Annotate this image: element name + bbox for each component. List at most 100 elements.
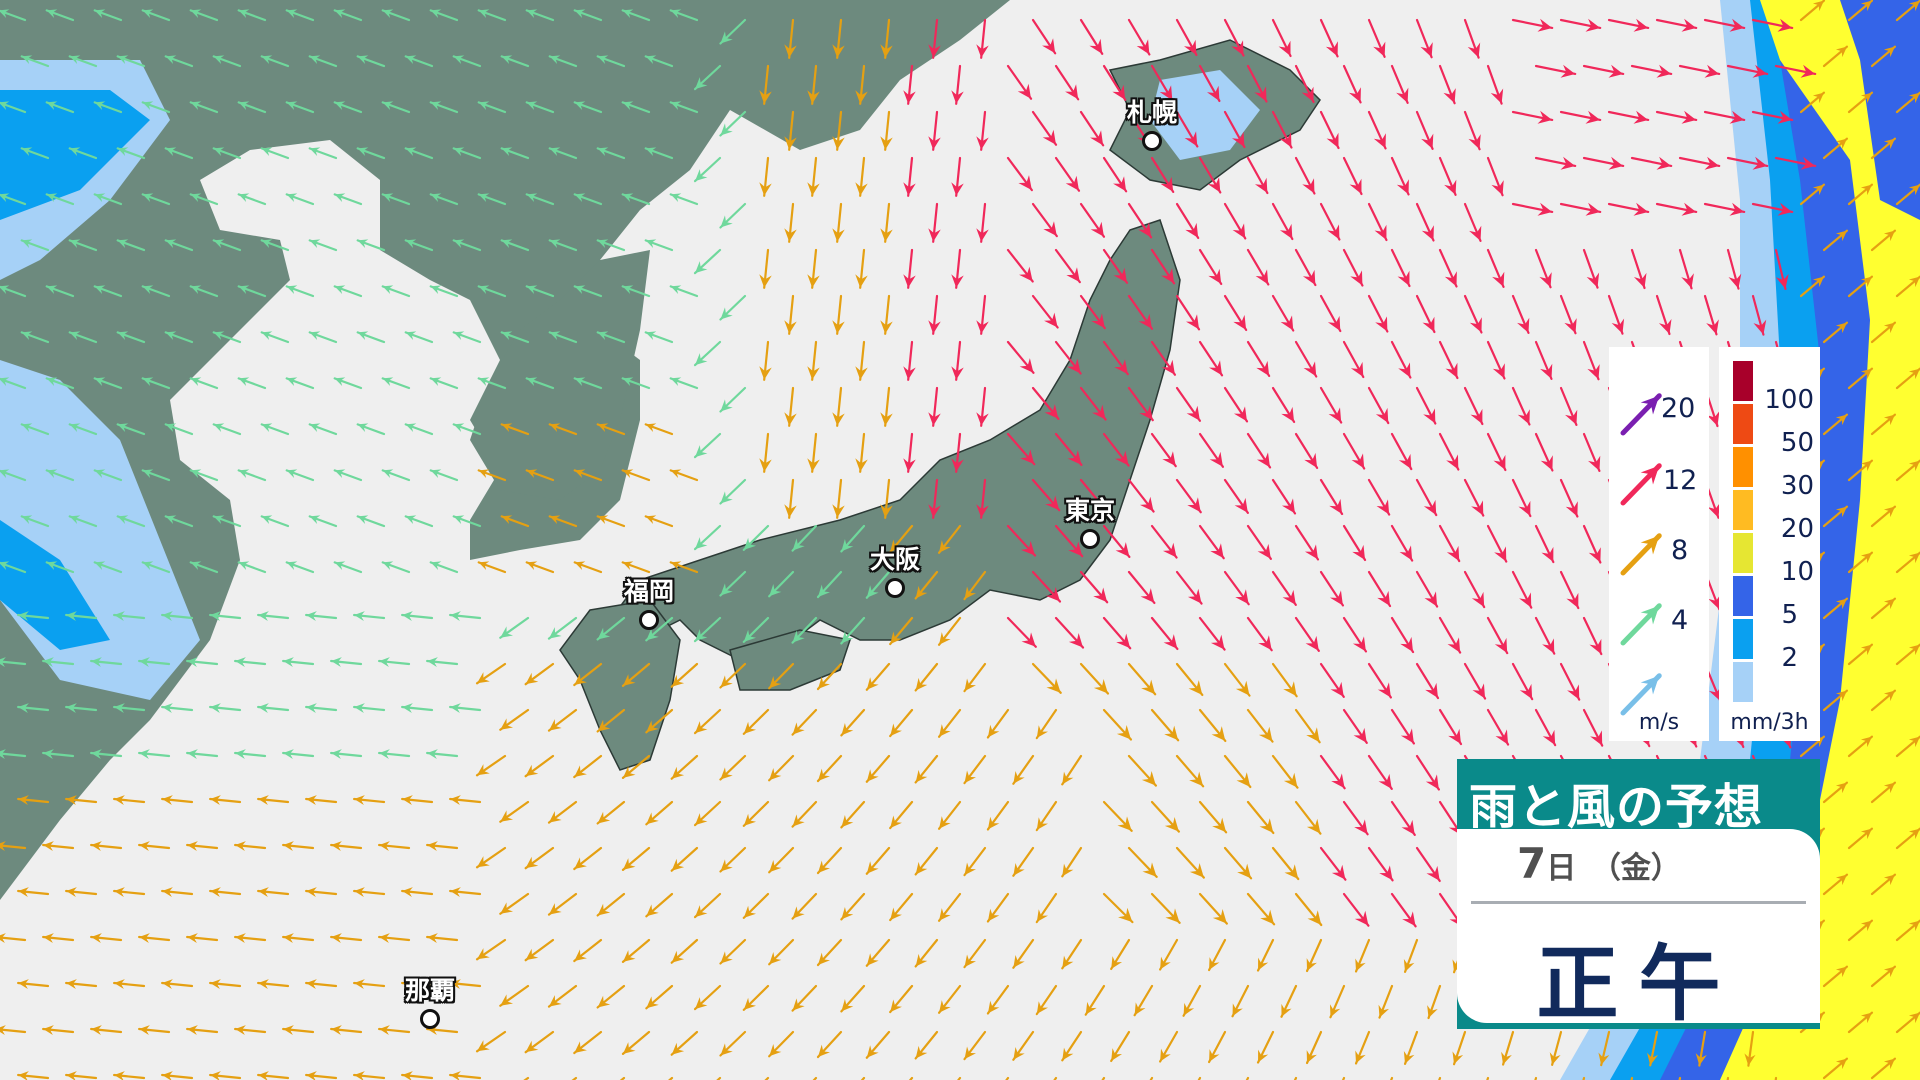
wind-arrow — [525, 469, 555, 482]
wind-arrow — [381, 377, 411, 390]
wind-arrow — [1231, 984, 1250, 1018]
wind-arrow — [840, 984, 866, 1013]
wind-arrow — [1630, 156, 1673, 170]
wind-arrow — [976, 202, 989, 243]
wind-arrow — [1415, 386, 1437, 425]
wind-arrow — [308, 423, 338, 436]
rain-color-swatch — [1733, 361, 1753, 401]
wind-arrow — [1198, 708, 1227, 743]
wind-arrow — [1559, 386, 1578, 427]
wind-legend-arrows — [1620, 393, 1662, 716]
wind-arrow — [1182, 984, 1202, 1017]
wind-arrow — [693, 432, 722, 459]
wind-arrow — [903, 340, 916, 381]
wind-arrow — [404, 515, 434, 528]
wind-arrow — [621, 285, 651, 298]
wind-arrow — [1822, 137, 1849, 160]
wind-legend-unit: m/s — [1638, 710, 1680, 735]
wind-arrow — [1031, 662, 1062, 694]
wind-arrow — [1847, 459, 1874, 482]
wind-arrow — [573, 561, 603, 574]
rain-color-swatch — [1733, 490, 1753, 530]
wind-arrow — [356, 331, 386, 344]
wind-arrow — [426, 933, 459, 943]
wind-arrow — [525, 193, 555, 206]
wind-arrow — [914, 662, 939, 692]
wind-arrow — [404, 423, 434, 436]
wind-arrow — [1031, 202, 1058, 238]
city-label: 那覇 — [404, 976, 456, 1005]
wind-arrow — [1271, 478, 1297, 515]
wind-speed-legend: 20 12 8 4 m/s — [1609, 347, 1709, 741]
wind-arrow — [547, 708, 578, 732]
wind-arrow — [426, 1025, 459, 1035]
wind-arrow — [426, 657, 459, 667]
wind-arrow — [1534, 708, 1557, 747]
wind-arrow — [1367, 478, 1391, 516]
wind-arrow — [1012, 938, 1035, 969]
wind-arrow — [45, 101, 75, 114]
wind-arrow — [596, 800, 626, 825]
wind-arrow — [1006, 64, 1033, 100]
forecast-title-box: 雨と風の予想 7日 （金） 正午 — [1457, 759, 1820, 1032]
wind-arrow — [1895, 1011, 1920, 1034]
wind-arrow — [889, 800, 914, 830]
wind-arrow — [548, 331, 578, 344]
wind-arrow — [1207, 1030, 1227, 1064]
wind-arrow — [816, 662, 843, 691]
wind-arrow — [186, 749, 219, 759]
wind-arrow — [573, 938, 603, 963]
rain-legend-label: 2 — [1781, 643, 1798, 673]
wind-arrow — [68, 331, 98, 344]
wind-arrow — [116, 331, 146, 344]
wind-arrow — [1342, 524, 1367, 562]
city-marker — [1080, 529, 1100, 549]
wind-arrow — [1559, 110, 1602, 124]
wind-arrow — [1534, 64, 1577, 78]
wind-arrow — [1390, 64, 1409, 104]
wind-arrow — [644, 423, 674, 436]
wind-arrow — [1607, 110, 1650, 124]
wind-arrow — [840, 524, 866, 553]
wind-arrow — [573, 285, 603, 298]
wind-arrow — [1110, 1030, 1131, 1063]
wind-arrow — [138, 933, 171, 943]
wind-arrow — [1342, 340, 1365, 379]
wind-arrow — [1207, 938, 1227, 972]
wind-arrow — [1703, 294, 1719, 336]
wind-arrow — [1534, 248, 1552, 289]
wind-arrow — [186, 657, 219, 667]
wind-arrow — [449, 1071, 482, 1080]
forecast-day-suffix: 日 — [1546, 851, 1577, 886]
wind-arrow — [951, 156, 964, 197]
wind-legend-label: 8 — [1671, 535, 1689, 566]
wind-arrow — [1847, 91, 1874, 114]
wind-arrow — [161, 979, 194, 989]
wind-arrow — [1198, 800, 1228, 834]
wind-arrow — [1175, 202, 1200, 240]
wind-arrow — [1870, 229, 1897, 252]
wind-arrow — [285, 101, 315, 114]
wind-arrow — [138, 1025, 171, 1035]
wind-arrow — [141, 9, 171, 22]
wind-arrow — [840, 892, 866, 921]
wind-arrow — [621, 193, 651, 206]
wind-arrow — [1198, 432, 1224, 468]
wind-arrow — [404, 239, 434, 252]
wind-arrow — [1127, 846, 1158, 878]
wind-arrow — [1223, 110, 1246, 149]
wind-arrow — [90, 749, 123, 759]
rain-color-swatch — [1733, 447, 1753, 487]
wind-arrow — [1367, 662, 1393, 699]
wind-arrow — [1415, 294, 1436, 334]
wind-arrow — [0, 101, 27, 114]
wind-arrow — [914, 570, 939, 600]
wind-arrow — [1079, 386, 1107, 421]
wind-arrow — [1256, 1030, 1275, 1064]
wind-arrow — [1054, 64, 1080, 101]
wind-arrow — [1342, 156, 1363, 196]
wind-arrow — [880, 202, 893, 243]
wind-arrow — [1799, 183, 1826, 206]
wind-arrow — [1847, 827, 1874, 850]
wind-arrow — [1342, 248, 1364, 287]
